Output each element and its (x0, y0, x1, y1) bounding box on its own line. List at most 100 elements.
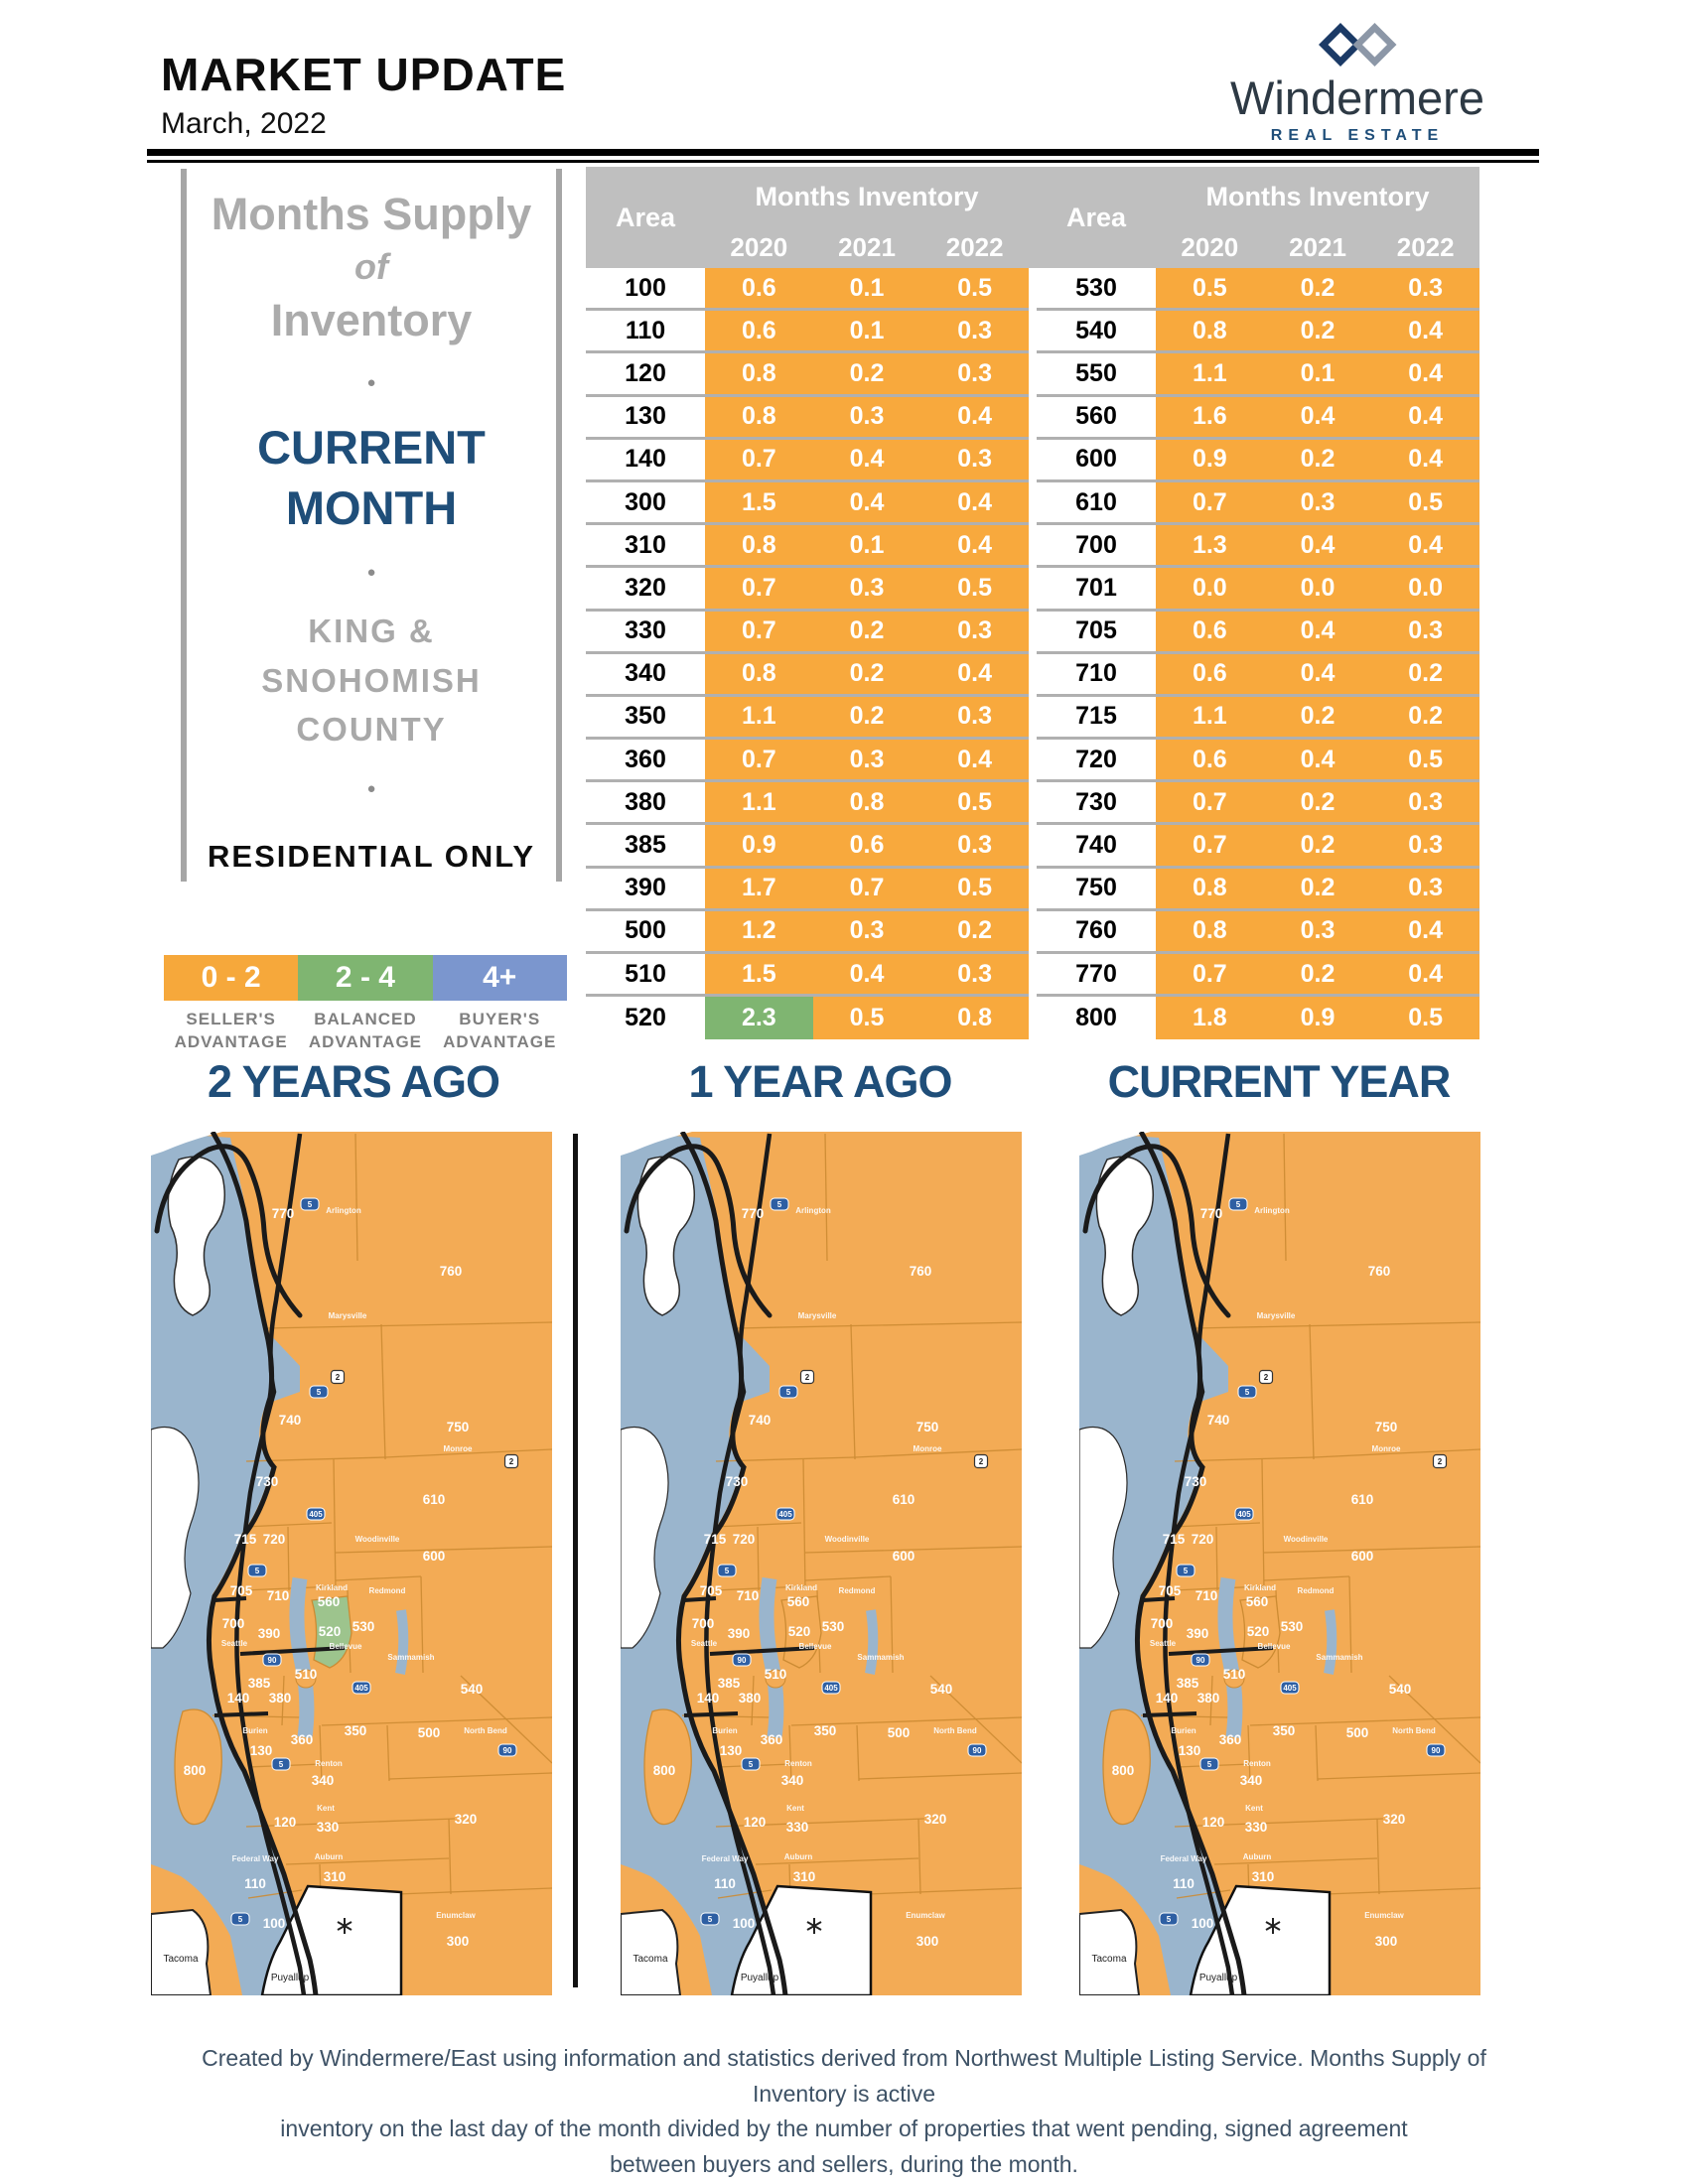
svg-text:120: 120 (1202, 1815, 1225, 1830)
svg-text:90: 90 (268, 1656, 277, 1665)
inventory-value-cell: 0.3 (812, 396, 921, 437)
svg-text:120: 120 (274, 1815, 297, 1830)
inventory-value-cell: 0.3 (1371, 268, 1479, 309)
table-row: 560 1.6 0.4 0.4 (1037, 396, 1479, 440)
svg-text:540: 540 (930, 1682, 953, 1697)
inventory-value-cell: 0.8 (812, 782, 921, 823)
svg-text:110: 110 (1173, 1876, 1195, 1891)
svg-text:560: 560 (1246, 1594, 1269, 1609)
svg-text:610: 610 (423, 1492, 446, 1507)
area-code-cell: 740 (1037, 825, 1156, 866)
table-row: 730 0.7 0.2 0.3 (1037, 782, 1479, 826)
inventory-value-cell: 0.3 (1263, 910, 1372, 951)
svg-text:Tacoma: Tacoma (163, 1954, 198, 1965)
svg-text:700: 700 (692, 1616, 715, 1631)
svg-text:5: 5 (308, 1200, 313, 1209)
svg-text:Sammamish: Sammamish (1316, 1653, 1362, 1662)
panel-region-king: KING & (308, 613, 435, 650)
legend-item-balanced: 2 - 4 BALANCED ADVANTAGE (298, 955, 433, 1054)
svg-text:710: 710 (1196, 1588, 1218, 1603)
column-header-2022: 2022 (945, 231, 1004, 262)
map-current-year: 5 2 5 2 405 5 90 405 90 5 5 Arlington Marysville Monr… (1078, 1130, 1481, 1997)
inventory-value-cell: 0.6 (705, 268, 813, 309)
inventory-value-cell: 0.7 (1156, 782, 1264, 823)
svg-text:120: 120 (744, 1815, 767, 1830)
svg-text:Renton: Renton (1243, 1759, 1271, 1768)
inventory-value-cell: 0.1 (812, 268, 921, 309)
svg-text:Enumclaw: Enumclaw (1364, 1911, 1404, 1920)
svg-text:Kirkland: Kirkland (785, 1583, 817, 1592)
svg-text:405: 405 (1283, 1684, 1297, 1693)
area-code-cell: 110 (586, 311, 705, 351)
inventory-value-cell: 0.5 (920, 268, 1029, 309)
svg-text:Redmond: Redmond (839, 1586, 876, 1595)
svg-text:Kent: Kent (317, 1804, 335, 1813)
svg-text:500: 500 (888, 1725, 911, 1740)
svg-text:Redmond: Redmond (1298, 1586, 1335, 1595)
svg-text:Puyallup: Puyallup (271, 1973, 310, 1983)
svg-text:710: 710 (737, 1588, 760, 1603)
inventory-value-cell: 0.2 (812, 353, 921, 394)
table-row: 520 2.3 0.5 0.8 (586, 997, 1029, 1040)
inventory-value-cell: 0.5 (1371, 997, 1479, 1040)
svg-text:Enumclaw: Enumclaw (436, 1911, 476, 1920)
table-row: 100 0.6 0.1 0.5 (586, 268, 1029, 312)
svg-text:2: 2 (979, 1457, 984, 1466)
area-code-cell: 600 (1037, 439, 1156, 479)
inventory-value-cell: 0.4 (1263, 653, 1372, 694)
area-code-cell: 710 (1037, 653, 1156, 694)
area-code-cell: 310 (586, 525, 705, 566)
inventory-value-cell: 1.3 (1156, 525, 1264, 566)
area-code-cell: 350 (586, 696, 705, 738)
svg-text:310: 310 (1252, 1869, 1275, 1884)
table-row: 130 0.8 0.3 0.4 (586, 396, 1029, 440)
inventory-value-cell: 0.3 (812, 910, 921, 951)
inventory-value-cell: 0.4 (1371, 396, 1479, 437)
inventory-value-cell: 0.6 (1156, 653, 1264, 694)
svg-text:90: 90 (1196, 1656, 1205, 1665)
svg-text:100: 100 (733, 1916, 756, 1931)
inventory-value-cell: 0.2 (1371, 696, 1479, 738)
inventory-value-cell: 0.5 (812, 997, 921, 1040)
svg-text:Kirkland: Kirkland (1244, 1583, 1276, 1592)
inventory-value-cell: 0.5 (1371, 740, 1479, 780)
svg-text:Marysville: Marysville (798, 1311, 837, 1320)
table-left-half: 100 0.6 0.1 0.5 110 0.6 0.1 0.3 120 0.8 0.2 0.3 130 0… (586, 268, 1029, 1040)
inventory-value-cell: 0.9 (1263, 997, 1372, 1040)
svg-text:5: 5 (777, 1200, 782, 1209)
inventory-value-cell: 0.0 (1371, 568, 1479, 609)
svg-text:North Bend: North Bend (933, 1726, 977, 1735)
svg-text:720: 720 (1192, 1532, 1214, 1547)
svg-text:Bellevue: Bellevue (330, 1642, 362, 1651)
windermere-logo: Windermere REAL ESTATE (1223, 22, 1491, 145)
table-row: 380 1.1 0.8 0.5 (586, 782, 1029, 826)
inventory-value-cell: 0.4 (920, 653, 1029, 694)
svg-text:385: 385 (248, 1676, 271, 1691)
legend-label-buyers: BUYER'S ADVANTAGE (443, 1010, 557, 1051)
svg-text:100: 100 (1192, 1916, 1214, 1931)
area-code-cell: 610 (1037, 481, 1156, 523)
header-rule (147, 149, 1539, 163)
svg-text:Burien: Burien (1171, 1726, 1196, 1735)
panel-month: MONTH (285, 480, 458, 534)
table-row: 385 0.9 0.6 0.3 (586, 825, 1029, 869)
svg-text:540: 540 (1389, 1682, 1412, 1697)
inventory-value-cell: 0.7 (705, 611, 813, 651)
inventory-value-cell: 1.5 (705, 954, 813, 995)
inventory-value-cell: 0.7 (1156, 825, 1264, 866)
panel-region-county: COUNTY (296, 711, 447, 749)
svg-text:405: 405 (354, 1684, 368, 1693)
inventory-value-cell: 0.8 (920, 997, 1029, 1040)
svg-text:390: 390 (728, 1626, 751, 1641)
inventory-value-cell: 0.4 (1371, 954, 1479, 995)
svg-text:5: 5 (279, 1760, 284, 1769)
table-row: 540 0.8 0.2 0.4 (1037, 311, 1479, 354)
svg-text:510: 510 (765, 1667, 787, 1682)
panel-region-snohomish: SNOHOMISH (261, 661, 482, 699)
svg-text:Renton: Renton (315, 1759, 343, 1768)
inventory-value-cell: 0.8 (705, 653, 813, 694)
column-header-2021: 2021 (838, 231, 896, 262)
inventory-value-cell: 1.6 (1156, 396, 1264, 437)
area-code-cell: 360 (586, 740, 705, 780)
area-code-cell: 385 (586, 825, 705, 866)
